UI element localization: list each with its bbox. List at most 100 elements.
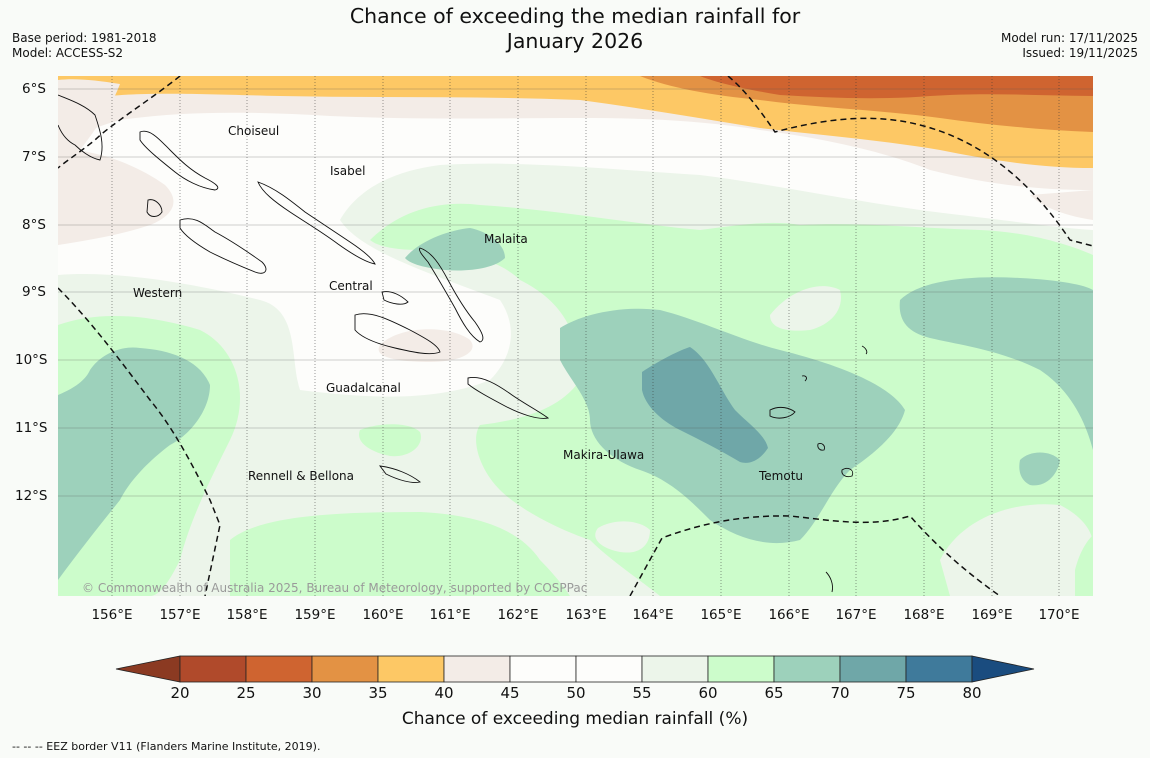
- rennell-coast: [378, 465, 421, 483]
- lat-label: 8°S: [22, 217, 46, 233]
- map-area: [58, 76, 1093, 596]
- title-line-1: Chance of exceeding the median rainfall …: [349, 4, 801, 28]
- reef-islands-coast: [801, 375, 807, 382]
- base-period: Base period: 1981-2018: [12, 31, 157, 45]
- colorbar-over-arrow: [971, 655, 1035, 683]
- eez-border: [58, 76, 1093, 596]
- colorbar-tick: 70: [830, 684, 850, 702]
- lon-label: 170°E: [1038, 607, 1080, 623]
- place-label-temotu: Temotu: [759, 469, 804, 483]
- lon-label: 162°E: [497, 607, 539, 623]
- eez-footnote: -- -- -- EEZ border V11 (Flanders Marine…: [12, 740, 321, 753]
- meta-left: Base period: 1981-2018 Model: ACCESS-S2: [12, 31, 157, 61]
- colorbar-bin: [245, 655, 313, 683]
- colorbar: [115, 655, 1035, 683]
- lon-label: 164°E: [632, 607, 674, 623]
- colorbar-bin: [641, 655, 709, 683]
- contour-65-70-east: [899, 277, 1093, 450]
- colorbar-tick: 30: [302, 684, 322, 702]
- colorbar-label: Chance of exceeding median rainfall (%): [401, 709, 749, 729]
- lon-label: 159°E: [294, 607, 336, 623]
- lon-label: 166°E: [768, 607, 810, 623]
- colorbar-bin: [179, 655, 247, 683]
- place-label-malaita: Malaita: [484, 232, 528, 246]
- contour-60-65-se: [1075, 535, 1093, 596]
- issued-date: Issued: 19/11/2025: [1022, 46, 1138, 60]
- colorbar-bin: [905, 655, 973, 683]
- contour-25-30: [700, 76, 1093, 99]
- lat-label: 6°S: [22, 81, 46, 97]
- lon-label: 157°E: [159, 607, 201, 623]
- colorbar-tick: 40: [434, 684, 454, 702]
- colorbar-bin: [311, 655, 379, 683]
- place-label-choiseul: Choiseul: [228, 124, 280, 138]
- lon-label: 169°E: [971, 607, 1013, 623]
- lon-label: 156°E: [91, 607, 133, 623]
- colorbar-tick: 25: [236, 684, 256, 702]
- place-label-western: Western: [133, 286, 183, 300]
- contour-60-65-rennell: [359, 424, 421, 457]
- isabel-coast: [257, 181, 376, 265]
- colorbar-tick: 75: [896, 684, 916, 702]
- lat-label: 9°S: [22, 284, 46, 300]
- colorbar-tick: 20: [170, 684, 190, 702]
- malaita-coast: [419, 247, 484, 343]
- contour-55-60-se: [940, 504, 1093, 596]
- contour-55-60-patch: [595, 521, 650, 553]
- new-georgia-coast: [179, 218, 267, 274]
- lon-label: 158°E: [226, 607, 268, 623]
- model-name: Model: ACCESS-S2: [12, 46, 124, 60]
- colorbar-bin: [773, 655, 841, 683]
- lon-label: 161°E: [429, 607, 471, 623]
- contour-45-50-east: [1030, 190, 1093, 220]
- colorbar-tick: 60: [698, 684, 718, 702]
- contour-65-70-west: [58, 347, 210, 580]
- contour-45-50-west: [58, 148, 174, 245]
- colorbar-tick: 80: [962, 684, 982, 702]
- contour-65-70-malaita: [405, 228, 505, 271]
- vella-coast: [146, 199, 163, 217]
- lat-label: 11°S: [15, 420, 48, 436]
- map-title: Chance of exceeding the median rainfall …: [0, 4, 1150, 54]
- contour-45-50-guadalcanal: [378, 329, 473, 362]
- contour-65-70-east-small: [1019, 452, 1060, 486]
- title-line-2: January 2026: [506, 29, 644, 53]
- place-label-isabel: Isabel: [330, 164, 366, 178]
- colorbar-tick: 35: [368, 684, 388, 702]
- lon-label: 167°E: [835, 607, 877, 623]
- colorbar-bin: [707, 655, 775, 683]
- lat-label: 7°S: [22, 149, 46, 165]
- colorbar-under-arrow: [115, 655, 181, 683]
- guadalcanal-coast: [354, 313, 441, 355]
- santa-cruz-coast: [769, 406, 796, 419]
- lon-label: 165°E: [700, 607, 742, 623]
- lon-label: 163°E: [565, 607, 607, 623]
- colorbar-tick: 45: [500, 684, 520, 702]
- place-label-makira-ulawa: Makira-Ulawa: [563, 448, 645, 462]
- makira-coast: [467, 377, 550, 419]
- place-label-rennell-bellona: Rennell & Bellona: [248, 469, 355, 483]
- contour-40-45-west: [58, 79, 120, 160]
- graticule: [58, 88, 1093, 497]
- lon-label: 160°E: [362, 607, 404, 623]
- colorbar-bin: [839, 655, 907, 683]
- contour-55-60-nw-central: [770, 286, 841, 331]
- meta-right: Model run: 17/11/2025 Issued: 19/11/2025: [1001, 31, 1138, 61]
- colorbar-bin: [575, 655, 643, 683]
- bougainville-coast: [58, 94, 103, 161]
- vanikoro-coast: [841, 467, 854, 478]
- contour-70-75: [642, 347, 768, 463]
- coastlines: [58, 94, 868, 593]
- choiseul-coast: [139, 130, 219, 191]
- colorbar-bin: [443, 655, 511, 683]
- colorbar-tick: 50: [566, 684, 586, 702]
- colorbar-bin: [377, 655, 445, 683]
- colorbar-tick: 65: [764, 684, 784, 702]
- florida-islands-coast: [381, 291, 409, 305]
- utupua-coast: [817, 443, 825, 451]
- duff-islands-coast: [861, 345, 868, 355]
- place-label-central: Central: [329, 279, 373, 293]
- torres-coast: [825, 571, 833, 593]
- lat-label: 12°S: [15, 488, 48, 504]
